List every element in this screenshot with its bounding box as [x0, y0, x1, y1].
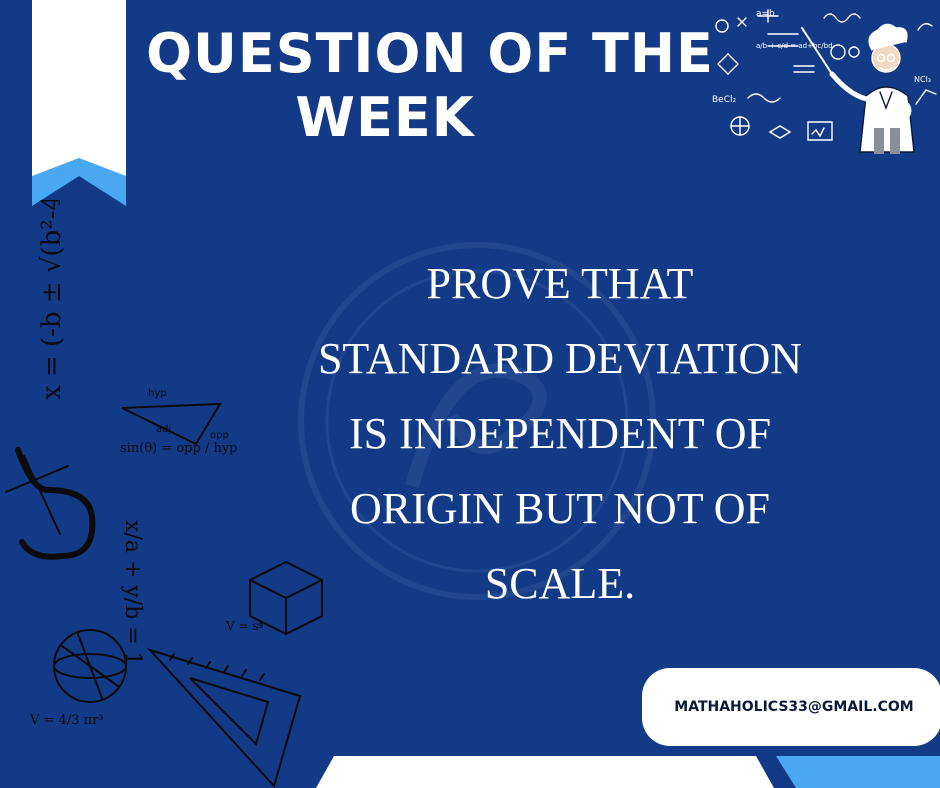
fraction-equation: x/a + y/b = 1 — [120, 520, 145, 666]
scientist-teacher-icon: a=b a/b + c/d = ad+bc/bd BeCl₂ NCl₃ — [712, 9, 937, 154]
question-line-3: IS INDEPENDENT OF — [348, 409, 772, 458]
sci-ncl-text: NCl₃ — [914, 75, 931, 84]
sci-fraction-text: a/b + c/d = ad+bc/bd — [756, 42, 833, 50]
sine-label: sin(θ) = opp / hyp — [120, 441, 237, 456]
email-badge: MATHAHOLICS33@GMAIL.COM — [642, 668, 940, 746]
sphere-volume: V = 4/3 πr³ — [29, 713, 104, 728]
question-line-4: ORIGIN BUT NOT OF — [349, 484, 771, 533]
question-line-1: PROVE THAT — [426, 259, 694, 308]
logo-watermark-icon — [298, 242, 656, 600]
sci-chem-text: BeCl₂ — [712, 95, 736, 105]
bookmark-ribbon-icon — [32, 0, 126, 206]
quadratic-formula: x = (-b ± √(b²-4ac)) / 2a — [37, 200, 67, 400]
question-line-5: SCALE. — [484, 559, 636, 608]
triangle-adj: adj — [156, 424, 171, 435]
title-line-2: WEEK — [295, 86, 475, 149]
title-line-1: QUESTION OF THE — [146, 22, 714, 85]
math-doodles: x = (-b ± √(b²-4ac)) / 2a hyp opp adj si… — [5, 200, 323, 788]
cube-side: s — [258, 620, 263, 631]
question-line-2: STANDARD DEVIATION — [317, 334, 803, 383]
bottom-shapes — [316, 756, 940, 788]
sci-formula-text: a=b — [756, 9, 775, 19]
page-title: QUESTION OF THE WEEK — [140, 22, 720, 150]
triangle-opp: opp — [210, 430, 229, 441]
triangle-hyp: hyp — [148, 388, 167, 399]
cube-volume: V = s³ — [225, 619, 264, 633]
email-address: MATHAHOLICS33@GMAIL.COM — [674, 699, 914, 715]
question-text: PROVE THAT STANDARD DEVIATION IS INDEPEN… — [300, 246, 820, 621]
